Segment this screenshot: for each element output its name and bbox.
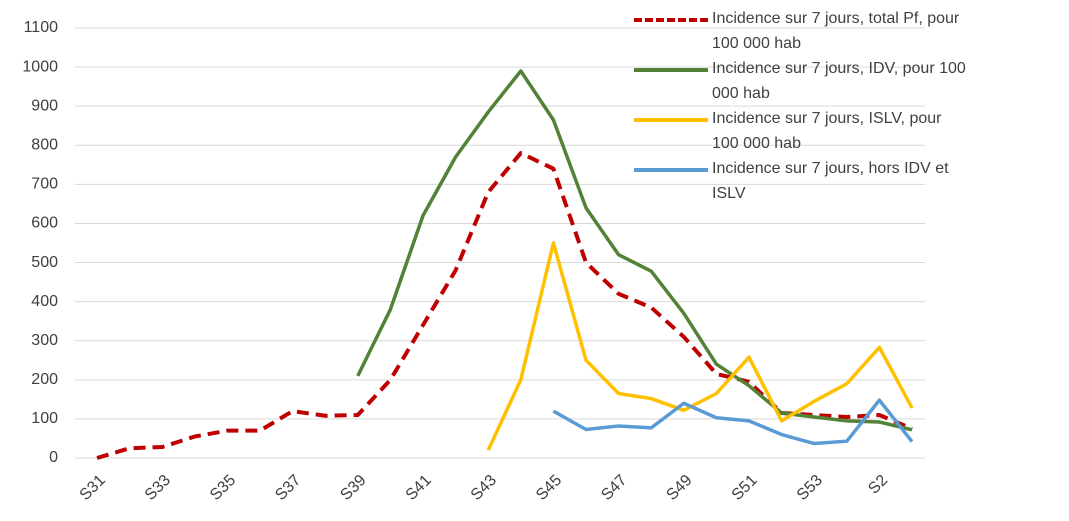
x-tick-label: S39 xyxy=(337,472,369,504)
legend-label: Incidence sur 7 jours, ISLV, pour 100 00… xyxy=(712,110,942,152)
legend-entry: Incidence sur 7 jours, ISLV, pour 100 00… xyxy=(632,106,972,156)
y-tick-label: 500 xyxy=(31,254,58,271)
legend-label: Incidence sur 7 jours, IDV, pour 100 000… xyxy=(712,60,966,102)
x-tick-label: S43 xyxy=(468,472,500,504)
y-tick-label: 100 xyxy=(31,410,58,427)
y-tick-label: 300 xyxy=(31,332,58,349)
x-tick-label: S33 xyxy=(142,472,174,504)
y-tick-label: 1000 xyxy=(22,58,58,75)
x-tick-label: S2 xyxy=(865,472,891,498)
x-tick-label: S41 xyxy=(403,472,435,504)
legend-entry: Incidence sur 7 jours, total Pf, pour 10… xyxy=(632,6,972,56)
legend-swatch xyxy=(634,168,708,172)
series-line xyxy=(552,398,914,446)
series-line xyxy=(486,241,914,451)
y-tick-label: 1100 xyxy=(24,19,59,36)
x-tick-label: S31 xyxy=(77,472,109,504)
legend-entry: Incidence sur 7 jours, IDV, pour 100 000… xyxy=(632,56,972,106)
y-tick-label: 400 xyxy=(31,293,58,310)
legend-swatch xyxy=(634,18,708,22)
legend: Incidence sur 7 jours, total Pf, pour 10… xyxy=(632,6,972,206)
series-line xyxy=(356,69,913,432)
x-tick-label: S49 xyxy=(663,472,695,504)
y-tick-label: 800 xyxy=(31,136,58,153)
legend-swatch xyxy=(634,118,708,122)
x-tick-label: S47 xyxy=(598,472,630,504)
y-tick-label: 900 xyxy=(31,97,58,114)
x-tick-label: S37 xyxy=(272,472,304,504)
x-tick-label: S35 xyxy=(207,472,239,504)
legend-label: Incidence sur 7 jours, hors IDV et ISLV xyxy=(712,160,949,202)
y-tick-label: 200 xyxy=(31,371,58,388)
y-tick-label: 600 xyxy=(31,215,58,232)
y-tick-label: 0 xyxy=(49,449,58,466)
legend-entry: Incidence sur 7 jours, hors IDV et ISLV xyxy=(632,156,972,206)
x-tick-label: S53 xyxy=(794,472,826,504)
x-tick-label: S51 xyxy=(729,472,761,504)
legend-swatch xyxy=(634,68,708,72)
legend-label: Incidence sur 7 jours, total Pf, pour 10… xyxy=(712,10,960,52)
x-tick-label: S45 xyxy=(533,472,565,504)
y-tick-label: 700 xyxy=(31,176,58,193)
